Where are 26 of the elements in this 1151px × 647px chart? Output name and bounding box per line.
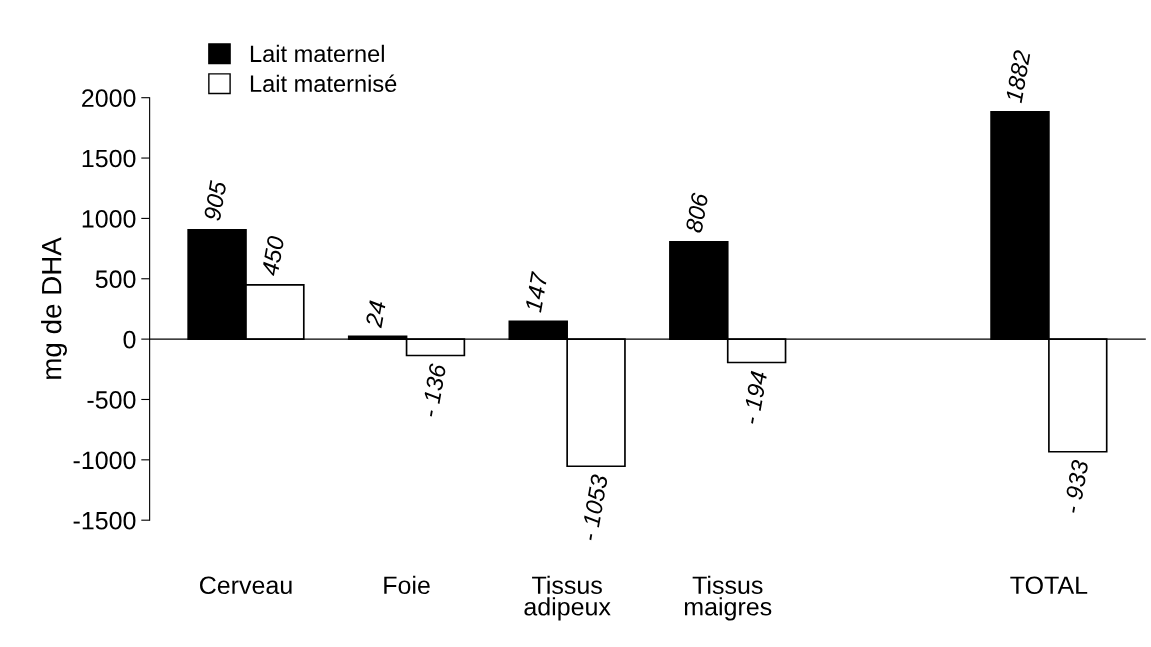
y-tick-label: -1000 bbox=[73, 451, 136, 470]
legend-label: Lait maternisé bbox=[250, 74, 397, 93]
x-tick-label: Tissus adipeux bbox=[524, 575, 611, 621]
data-label: - 194 bbox=[741, 370, 768, 425]
data-label: - 136 bbox=[420, 362, 447, 418]
data-label: 1882 bbox=[1005, 49, 1031, 104]
y-tick-label: 0 bbox=[123, 330, 136, 349]
x-tick-label: Foie bbox=[384, 575, 430, 595]
x-tick-label: Cerveau bbox=[200, 576, 292, 595]
y-tick-label: 500 bbox=[95, 270, 136, 289]
legend-label: Lait maternel bbox=[250, 44, 384, 63]
y-tick-label: 2000 bbox=[82, 89, 136, 107]
y-tick-label: 1500 bbox=[82, 149, 136, 168]
y-tick-label: -1500 bbox=[73, 511, 136, 530]
y-tick-label: -500 bbox=[87, 391, 136, 409]
data-label: 806 bbox=[685, 192, 709, 234]
data-label: 905 bbox=[203, 180, 227, 222]
x-tick-label: Tissus maigres bbox=[684, 575, 772, 621]
data-label: 450 bbox=[261, 235, 285, 277]
data-label: - 933 bbox=[1063, 459, 1089, 514]
y-axis-title: mg de DHA bbox=[41, 237, 67, 379]
y-tick-label: 1000 bbox=[82, 210, 136, 228]
data-label: - 1053 bbox=[580, 473, 609, 542]
data-label: 24 bbox=[365, 300, 386, 329]
data-label: 147 bbox=[524, 270, 548, 313]
x-tick-label: TOTAL bbox=[1010, 576, 1088, 595]
